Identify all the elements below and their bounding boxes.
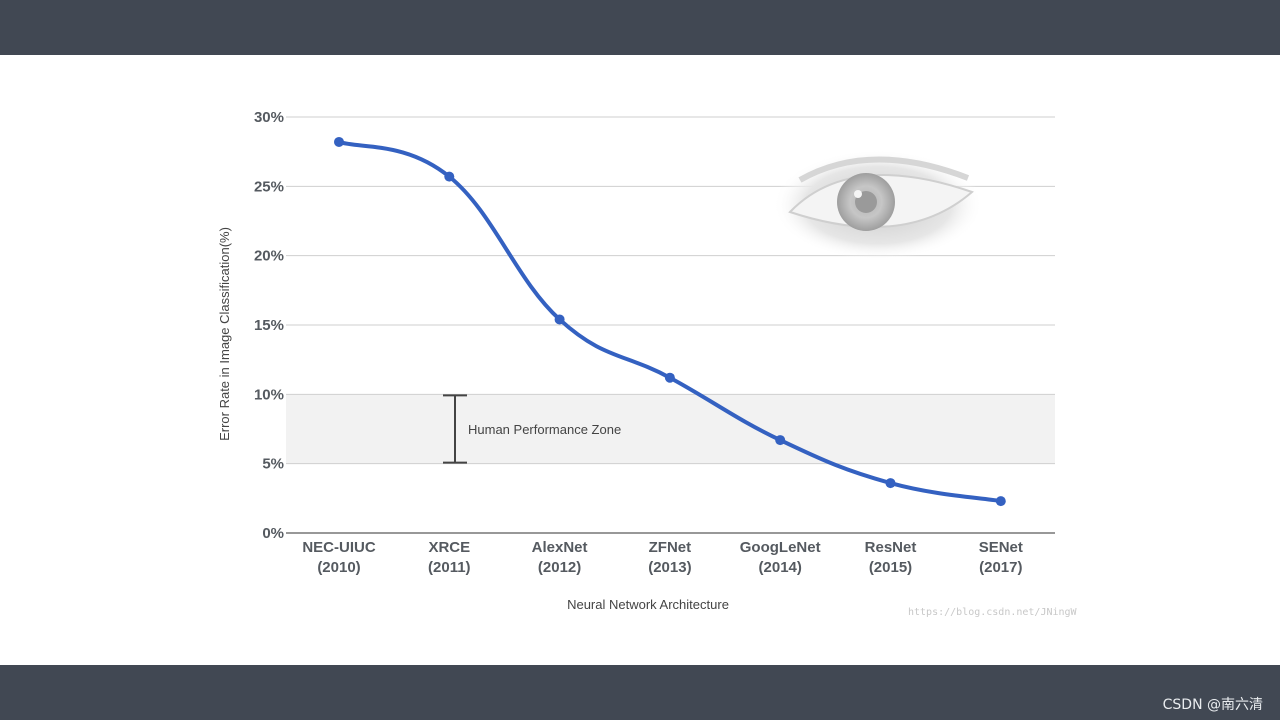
human-performance-band: [286, 394, 1055, 464]
data-point: [995, 496, 1006, 507]
y-tick-labels: 0% 5% 10% 15% 20% 25% 30%: [254, 109, 284, 542]
y-tick-label: 30%: [254, 109, 284, 126]
top-bar: [0, 0, 1280, 55]
data-points: [334, 136, 1006, 507]
x-tick-label: SENet (2017): [979, 539, 1023, 576]
x-tick-label: GoogLeNet (2014): [740, 539, 821, 576]
human-performance-marker: [443, 394, 467, 464]
y-tick-label: 5%: [262, 456, 284, 473]
author-credit: CSDN @南六清: [1162, 697, 1263, 713]
eye-image: [773, 150, 983, 260]
x-axis-title: Neural Network Architecture: [567, 597, 729, 612]
x-tick-label: NEC-UIUC (2010): [302, 539, 375, 576]
x-tick-label: ResNet (2015): [865, 539, 917, 576]
human-performance-label: Human Performance Zone: [468, 422, 621, 437]
x-tick-label: ZFNet (2013): [648, 539, 691, 576]
data-point: [885, 478, 896, 489]
x-tick-labels: NEC-UIUC (2010) XRCE (2011) AlexNet (2012) ZFN…: [302, 539, 1023, 576]
y-axis-title: Error Rate in Image Classification(%): [217, 227, 232, 441]
data-point: [775, 435, 786, 446]
y-tick-label: 10%: [254, 386, 284, 403]
gridlines: [286, 116, 1055, 465]
bottom-bar: [0, 665, 1280, 720]
data-point: [554, 314, 565, 325]
data-point: [444, 171, 455, 182]
x-tick-label: XRCE (2011): [428, 539, 471, 576]
y-tick-label: 20%: [254, 248, 284, 265]
data-point: [334, 136, 344, 147]
x-tick-label: AlexNet (2012): [532, 539, 588, 576]
y-tick-label: 15%: [254, 317, 284, 334]
data-point: [664, 372, 675, 383]
watermark-text: https://blog.csdn.net/JNingW: [908, 607, 1078, 618]
y-tick-label: 0%: [262, 525, 284, 542]
y-tick-label: 25%: [254, 178, 284, 195]
